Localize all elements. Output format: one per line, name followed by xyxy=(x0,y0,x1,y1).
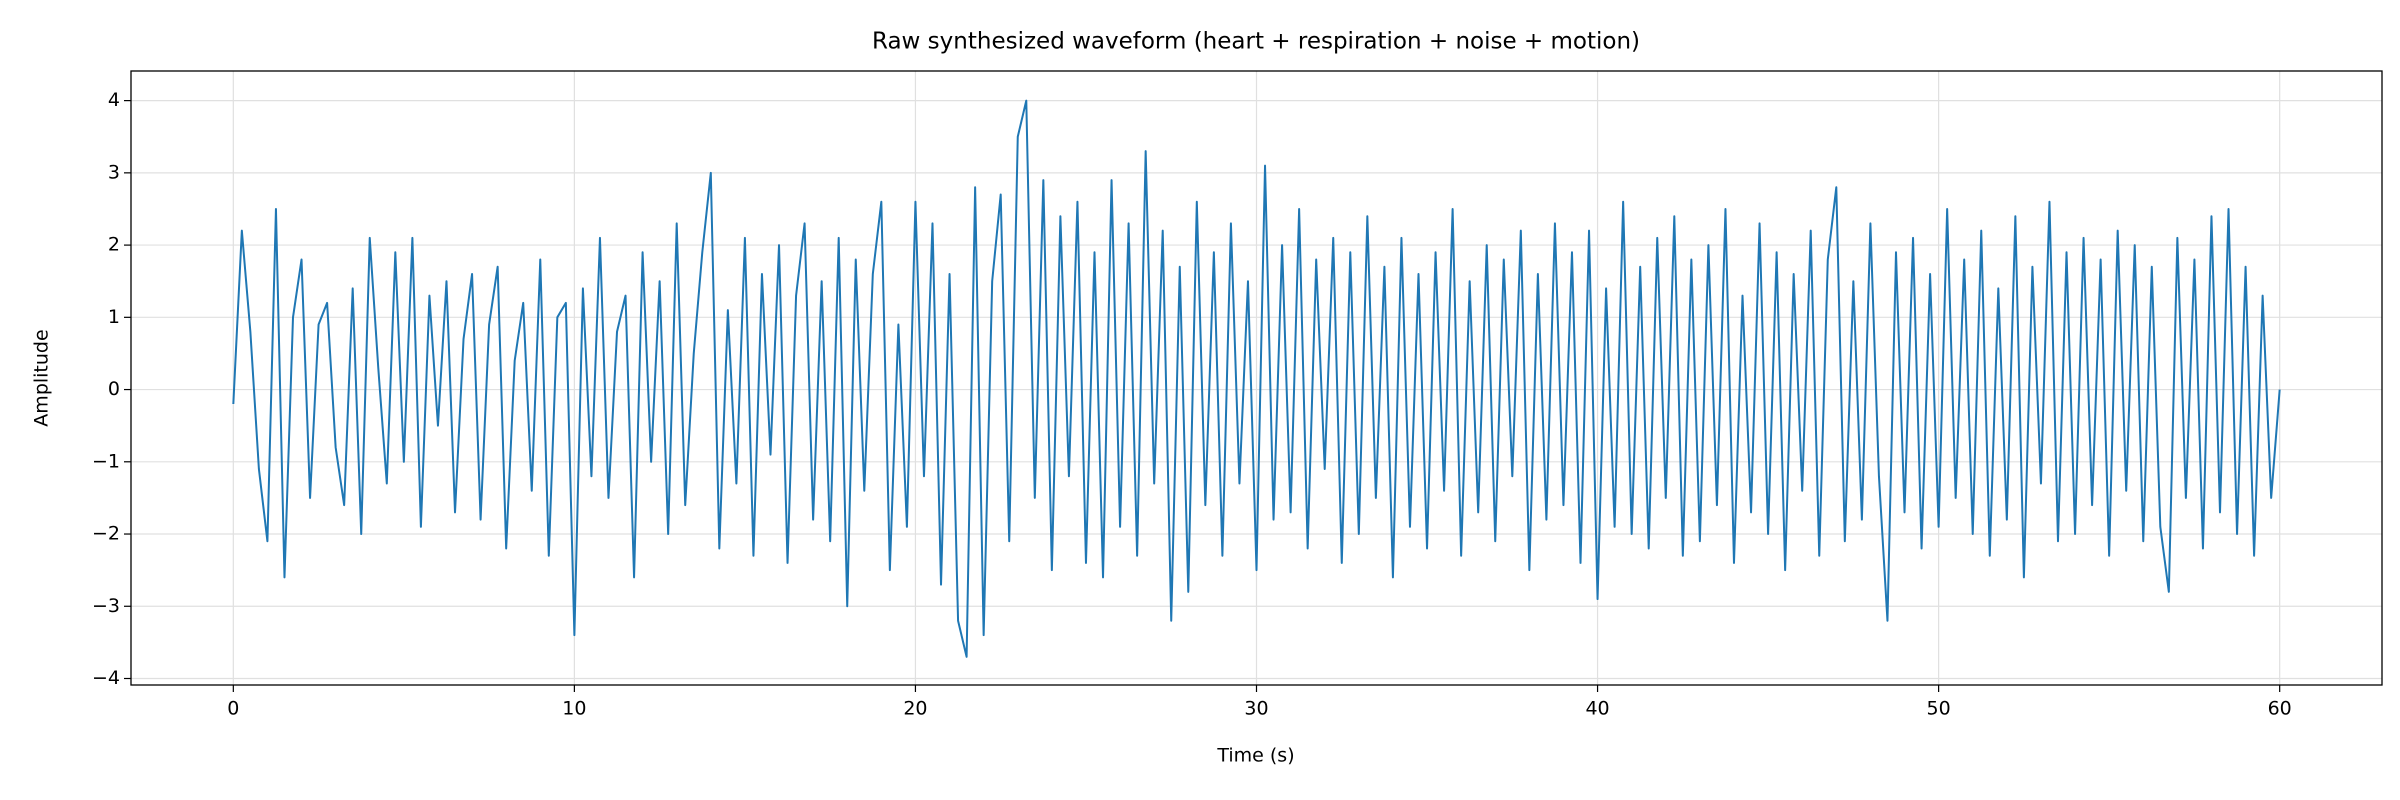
x-tick-label: 20 xyxy=(903,698,927,720)
plot-frame xyxy=(130,70,2383,686)
y-tick-label: 3 xyxy=(108,161,120,183)
y-tick-label: −4 xyxy=(92,667,120,689)
x-tick-label: 40 xyxy=(1585,698,1609,720)
y-tick-label: −3 xyxy=(92,595,120,617)
waveform-line xyxy=(232,99,2281,658)
x-tick-label: 60 xyxy=(2268,698,2292,720)
x-tick-label: 50 xyxy=(1927,698,1951,720)
x-tick-label: 10 xyxy=(562,698,586,720)
y-tick-label: 1 xyxy=(108,306,120,328)
y-tick-label: 4 xyxy=(108,89,120,111)
y-tick-label: −2 xyxy=(92,523,120,545)
x-tick-label: 0 xyxy=(227,698,239,720)
y-tick-label: −1 xyxy=(92,450,120,472)
x-axis-label: Time (s) xyxy=(1216,745,1294,767)
y-axis-label: Amplitude xyxy=(31,329,53,426)
y-tick-label: 0 xyxy=(108,378,120,400)
y-tick-label: 2 xyxy=(108,234,120,256)
chart-title: Raw synthesized waveform (heart + respir… xyxy=(872,29,1640,55)
x-tick-label: 30 xyxy=(1244,698,1268,720)
